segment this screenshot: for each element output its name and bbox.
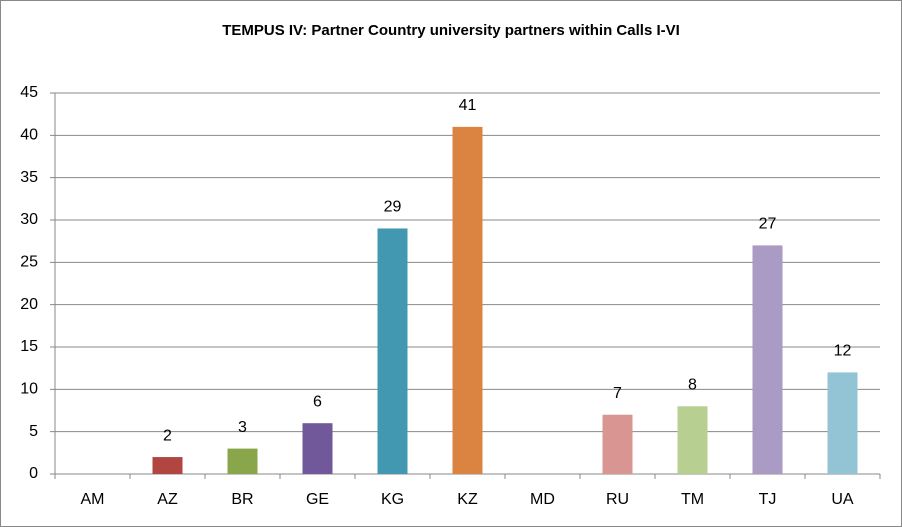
y-tick-label: 5 bbox=[29, 423, 38, 440]
data-label: 3 bbox=[238, 419, 247, 436]
y-tick-label: 30 bbox=[20, 211, 38, 228]
x-tick-label: RU bbox=[606, 491, 629, 508]
bar bbox=[227, 448, 258, 474]
y-tick-label: 40 bbox=[20, 127, 38, 144]
data-label: 7 bbox=[613, 385, 622, 402]
x-tick-label: TJ bbox=[759, 491, 777, 508]
y-tick-label: 15 bbox=[20, 338, 38, 355]
x-tick-label: KG bbox=[381, 491, 404, 508]
x-tick-label: TM bbox=[681, 491, 704, 508]
y-tick-label: 10 bbox=[20, 381, 38, 398]
bar bbox=[752, 245, 783, 474]
data-label: 27 bbox=[759, 216, 777, 233]
y-tick-label: 35 bbox=[20, 169, 38, 186]
chart-title: TEMPUS IV: Partner Country university pa… bbox=[222, 22, 680, 39]
data-label: 29 bbox=[384, 199, 402, 216]
data-label: 2 bbox=[163, 427, 172, 444]
x-tick-label: MD bbox=[530, 491, 555, 508]
x-tick-label: AM bbox=[81, 491, 105, 508]
data-label: 12 bbox=[834, 343, 852, 360]
x-tick-label: GE bbox=[306, 491, 329, 508]
y-tick-label: 0 bbox=[29, 465, 38, 482]
data-label: 6 bbox=[313, 393, 322, 410]
x-tick-label: BR bbox=[231, 491, 253, 508]
bar bbox=[827, 372, 858, 474]
bar bbox=[602, 414, 633, 474]
bar bbox=[677, 406, 708, 474]
y-tick-label: 45 bbox=[20, 84, 38, 101]
bar bbox=[302, 423, 333, 474]
x-tick-label: AZ bbox=[157, 491, 178, 508]
x-tick-label: UA bbox=[831, 491, 854, 508]
y-tick-label: 25 bbox=[20, 254, 38, 271]
y-tick-label: 20 bbox=[20, 296, 38, 313]
data-label: 8 bbox=[688, 376, 697, 393]
x-tick-label: KZ bbox=[457, 491, 478, 508]
bar bbox=[152, 457, 183, 474]
data-label: 41 bbox=[459, 97, 477, 114]
bar bbox=[377, 228, 408, 474]
bar bbox=[452, 126, 483, 474]
